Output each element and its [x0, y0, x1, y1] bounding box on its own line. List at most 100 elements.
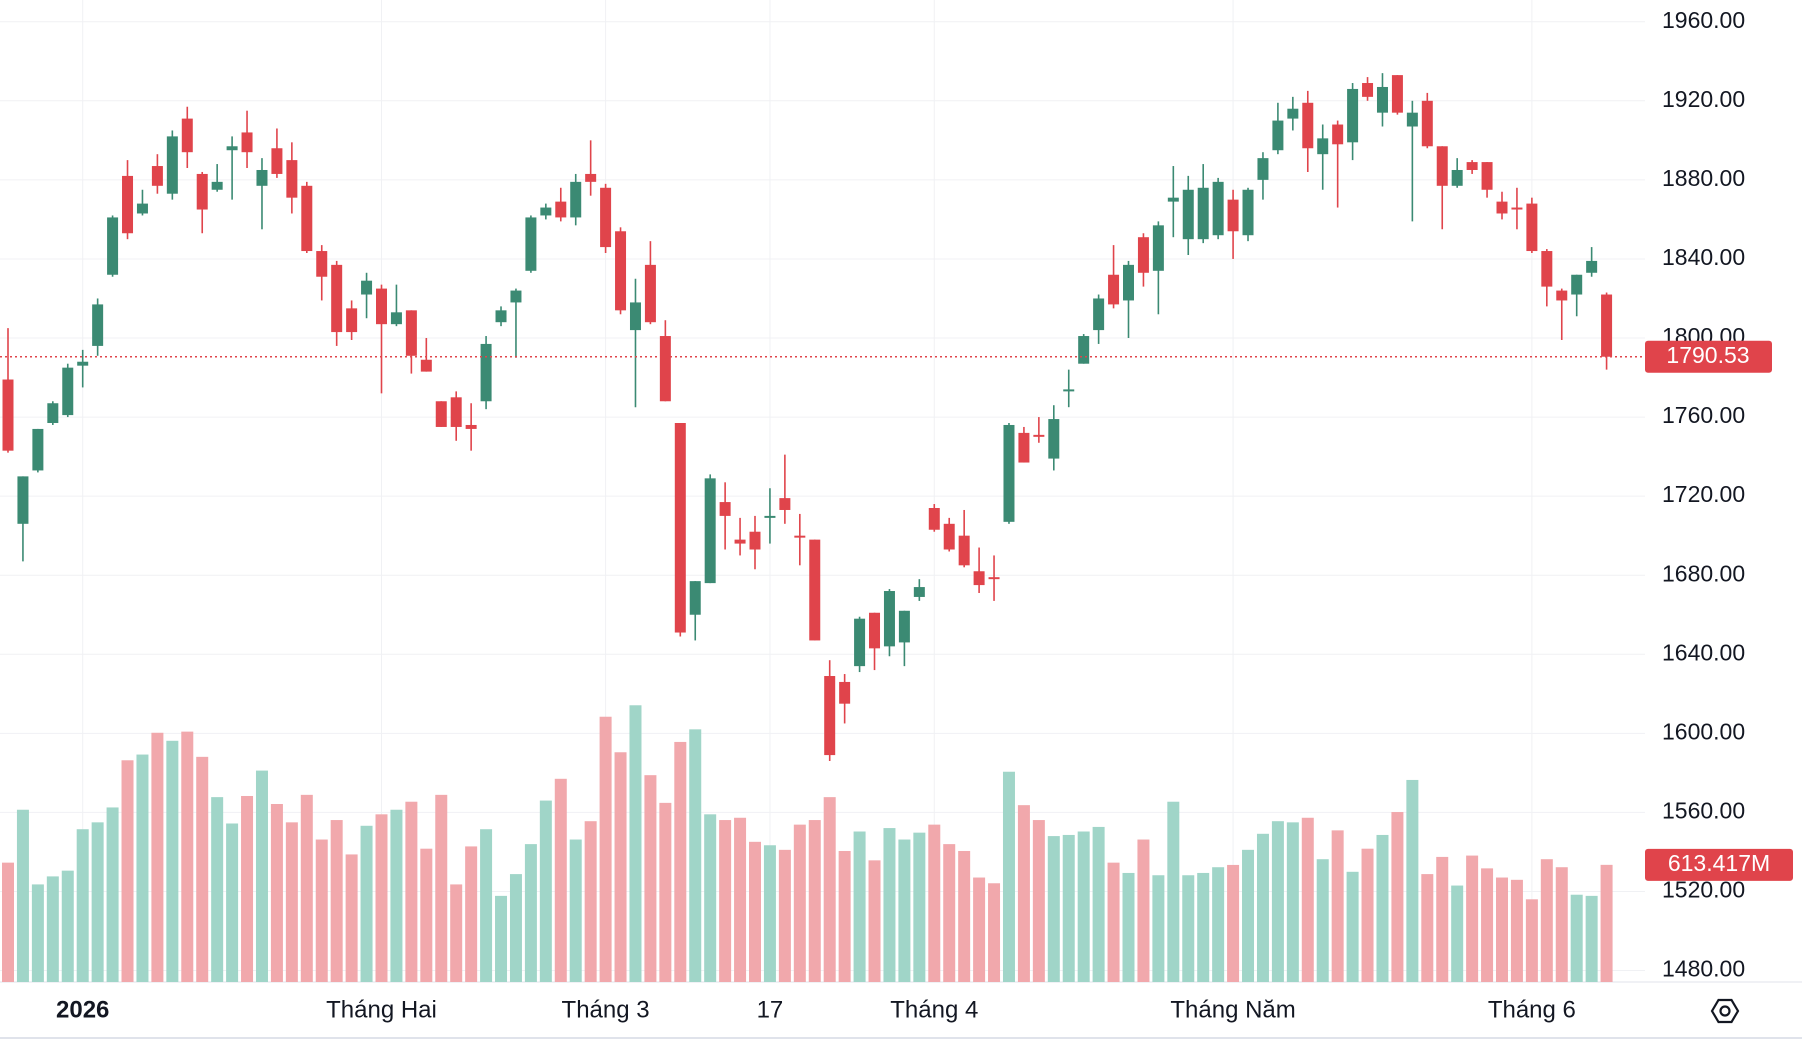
- candle-body: [958, 535, 970, 566]
- x-tick-label: 2026: [56, 996, 109, 1023]
- candle-body: [390, 312, 402, 325]
- volume-bar: [928, 824, 941, 982]
- candle-body: [286, 160, 298, 198]
- grid: [0, 0, 1645, 982]
- candle-body: [256, 169, 268, 186]
- volume-bar: [778, 849, 791, 982]
- volume-bar: [614, 752, 627, 982]
- volume-bar: [330, 820, 343, 982]
- volume-bar: [808, 820, 821, 982]
- y-tick-label: 1760.00: [1662, 402, 1745, 428]
- volume-bar: [868, 860, 881, 982]
- volume-bar: [151, 732, 164, 982]
- candle-body: [1481, 162, 1493, 190]
- candle-body: [480, 343, 492, 402]
- volume-bar: [1316, 859, 1329, 982]
- volume-bar: [121, 760, 134, 982]
- candle-body: [1571, 274, 1583, 295]
- candle-body: [122, 175, 134, 234]
- volume-bar: [689, 729, 702, 982]
- settings-icon[interactable]: [1710, 998, 1740, 1024]
- volume-bar: [1600, 864, 1613, 982]
- volume-bar: [360, 825, 373, 982]
- volume-bar: [629, 705, 642, 982]
- y-tick-label: 1600.00: [1662, 718, 1745, 744]
- volume-bar: [255, 770, 268, 982]
- candle-body: [898, 610, 910, 643]
- candle-body: [779, 498, 791, 510]
- volume-bar: [898, 839, 911, 982]
- candle-body: [973, 571, 985, 586]
- volume-bar: [166, 740, 179, 982]
- volume-bar: [1092, 826, 1105, 982]
- x-tick-label: Tháng Năm: [1170, 996, 1295, 1023]
- candle-body: [749, 531, 761, 550]
- candle-body: [629, 302, 641, 331]
- y-tick-label: 1720.00: [1662, 481, 1745, 507]
- volume-bar: [91, 822, 104, 982]
- candle-body: [689, 581, 701, 615]
- x-tick-label: Tháng Hai: [326, 996, 437, 1023]
- volume-bar: [1555, 867, 1568, 982]
- candle-body: [1167, 197, 1179, 202]
- volume-bar: [435, 794, 448, 982]
- volume-bar: [1406, 779, 1419, 982]
- volume-bar: [405, 801, 418, 982]
- candle-body: [17, 476, 29, 524]
- y-tick-label: 1640.00: [1662, 639, 1745, 665]
- candle-body: [1526, 203, 1538, 252]
- volume-bar: [420, 848, 433, 982]
- volume-bar: [136, 754, 149, 982]
- y-tick-label: 1680.00: [1662, 560, 1745, 586]
- volume-bar: [76, 829, 89, 982]
- candle-body: [196, 173, 208, 210]
- candle-body: [92, 304, 104, 346]
- candle-body: [1601, 294, 1613, 357]
- volume-bar: [1227, 864, 1240, 982]
- volume-bar: [584, 821, 597, 982]
- volume-bar: [763, 845, 776, 982]
- candle-body: [331, 264, 343, 333]
- volume-bar: [16, 809, 29, 982]
- volume-bar: [1301, 817, 1314, 982]
- candle-body: [1063, 389, 1075, 392]
- candle-body: [570, 181, 582, 218]
- volume-bar: [838, 850, 851, 982]
- candle-body: [585, 173, 597, 182]
- candle-body: [615, 231, 627, 311]
- candle-body: [1556, 290, 1568, 301]
- candle-body: [1586, 260, 1598, 273]
- candle-body: [136, 203, 148, 214]
- candle-body: [1421, 100, 1433, 147]
- volume-bar: [315, 839, 328, 982]
- candle-body: [659, 336, 671, 402]
- volume-bar: [883, 828, 896, 982]
- volume-bar: [659, 802, 672, 982]
- candle-body: [854, 618, 866, 667]
- volume-bar: [958, 850, 971, 982]
- volume-bar: [1391, 812, 1404, 982]
- volume-bar: [1256, 833, 1269, 982]
- volume-bar: [853, 831, 866, 982]
- volume-bar: [599, 716, 612, 982]
- last-volume-box: [1645, 848, 1793, 881]
- candle-body: [271, 148, 283, 174]
- volume-bar: [1271, 821, 1284, 982]
- candle-body: [435, 401, 447, 427]
- candle-body: [181, 118, 193, 153]
- volume-bar: [913, 832, 926, 982]
- candle-body: [1332, 124, 1344, 145]
- volume-bar: [943, 844, 956, 982]
- candle-body: [794, 535, 806, 538]
- candle-body: [1152, 225, 1164, 271]
- candle-body: [1197, 187, 1209, 240]
- volume-bar: [1017, 805, 1030, 982]
- candle-body: [1182, 189, 1194, 240]
- volume-bar: [1361, 848, 1374, 982]
- candle-body: [1048, 419, 1060, 459]
- candle-body: [107, 217, 119, 275]
- candle-body: [1033, 434, 1045, 437]
- candle-body: [226, 146, 238, 151]
- volume-bar: [674, 741, 687, 982]
